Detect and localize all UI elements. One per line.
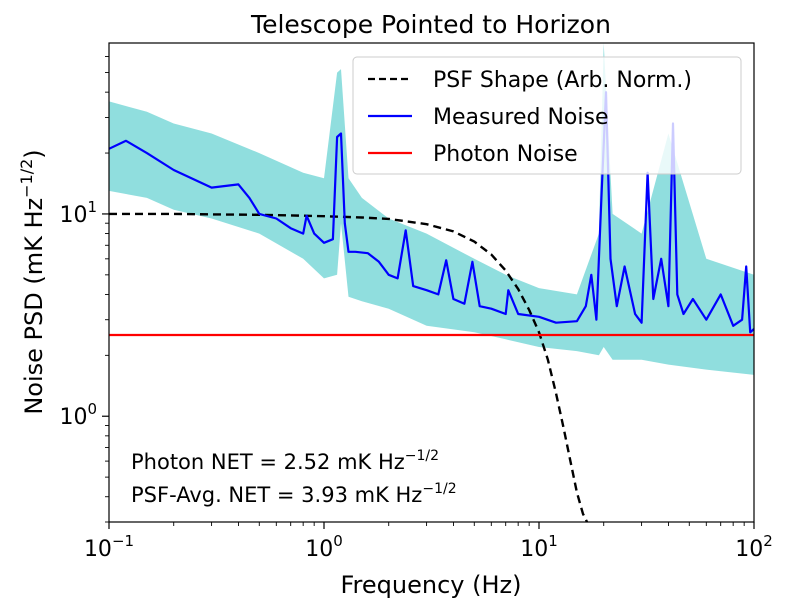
legend-psf-label: PSF Shape (Arb. Norm.) — [433, 68, 692, 93]
photon-net-exponent: −1/2 — [405, 448, 439, 464]
photon-net-text: Photon NET = 2.52 mK Hz — [131, 450, 405, 474]
chart-title: Telescope Pointed to Horizon — [250, 10, 611, 39]
x-tick-label: 101 — [520, 532, 558, 562]
psf-avg-net-annotation: PSF-Avg. NET = 3.93 mK Hz−1/2 — [131, 481, 457, 507]
legend: PSF Shape (Arb. Norm.) Measured Noise Ph… — [352, 56, 742, 175]
y-axis-label-main: Noise PSD (mK Hz — [20, 198, 48, 415]
psf-avg-net-text: PSF-Avg. NET = 3.93 mK Hz — [131, 483, 422, 507]
legend-photon-label: Photon Noise — [433, 142, 578, 167]
legend-measured-label: Measured Noise — [433, 105, 608, 130]
psf-shape-line — [109, 212, 589, 522]
y-axis-label: Noise PSD (mK Hz−1/2) — [17, 149, 48, 414]
y-axis-label-sup: −1/2 — [17, 159, 36, 198]
x-tick-label: 10−1 — [84, 532, 134, 562]
x-tick-label: 102 — [735, 532, 773, 562]
y-tick-label: 100 — [59, 400, 97, 430]
measured-noise-line — [109, 91, 754, 334]
x-axis-label: Frequency (Hz) — [341, 571, 522, 599]
legend-box — [352, 56, 742, 175]
psf-avg-net-exponent: −1/2 — [422, 481, 456, 497]
plot-frame — [108, 42, 755, 523]
series-layer — [109, 91, 754, 522]
photon-net-annotation: Photon NET = 2.52 mK Hz−1/2 — [131, 448, 439, 474]
x-tick-label: 100 — [305, 532, 343, 562]
y-axis-label-close: ) — [20, 149, 48, 158]
y-tick-label: 101 — [59, 198, 97, 228]
tick-layer: 10−1 100 101 102 100 101 — [59, 56, 773, 562]
